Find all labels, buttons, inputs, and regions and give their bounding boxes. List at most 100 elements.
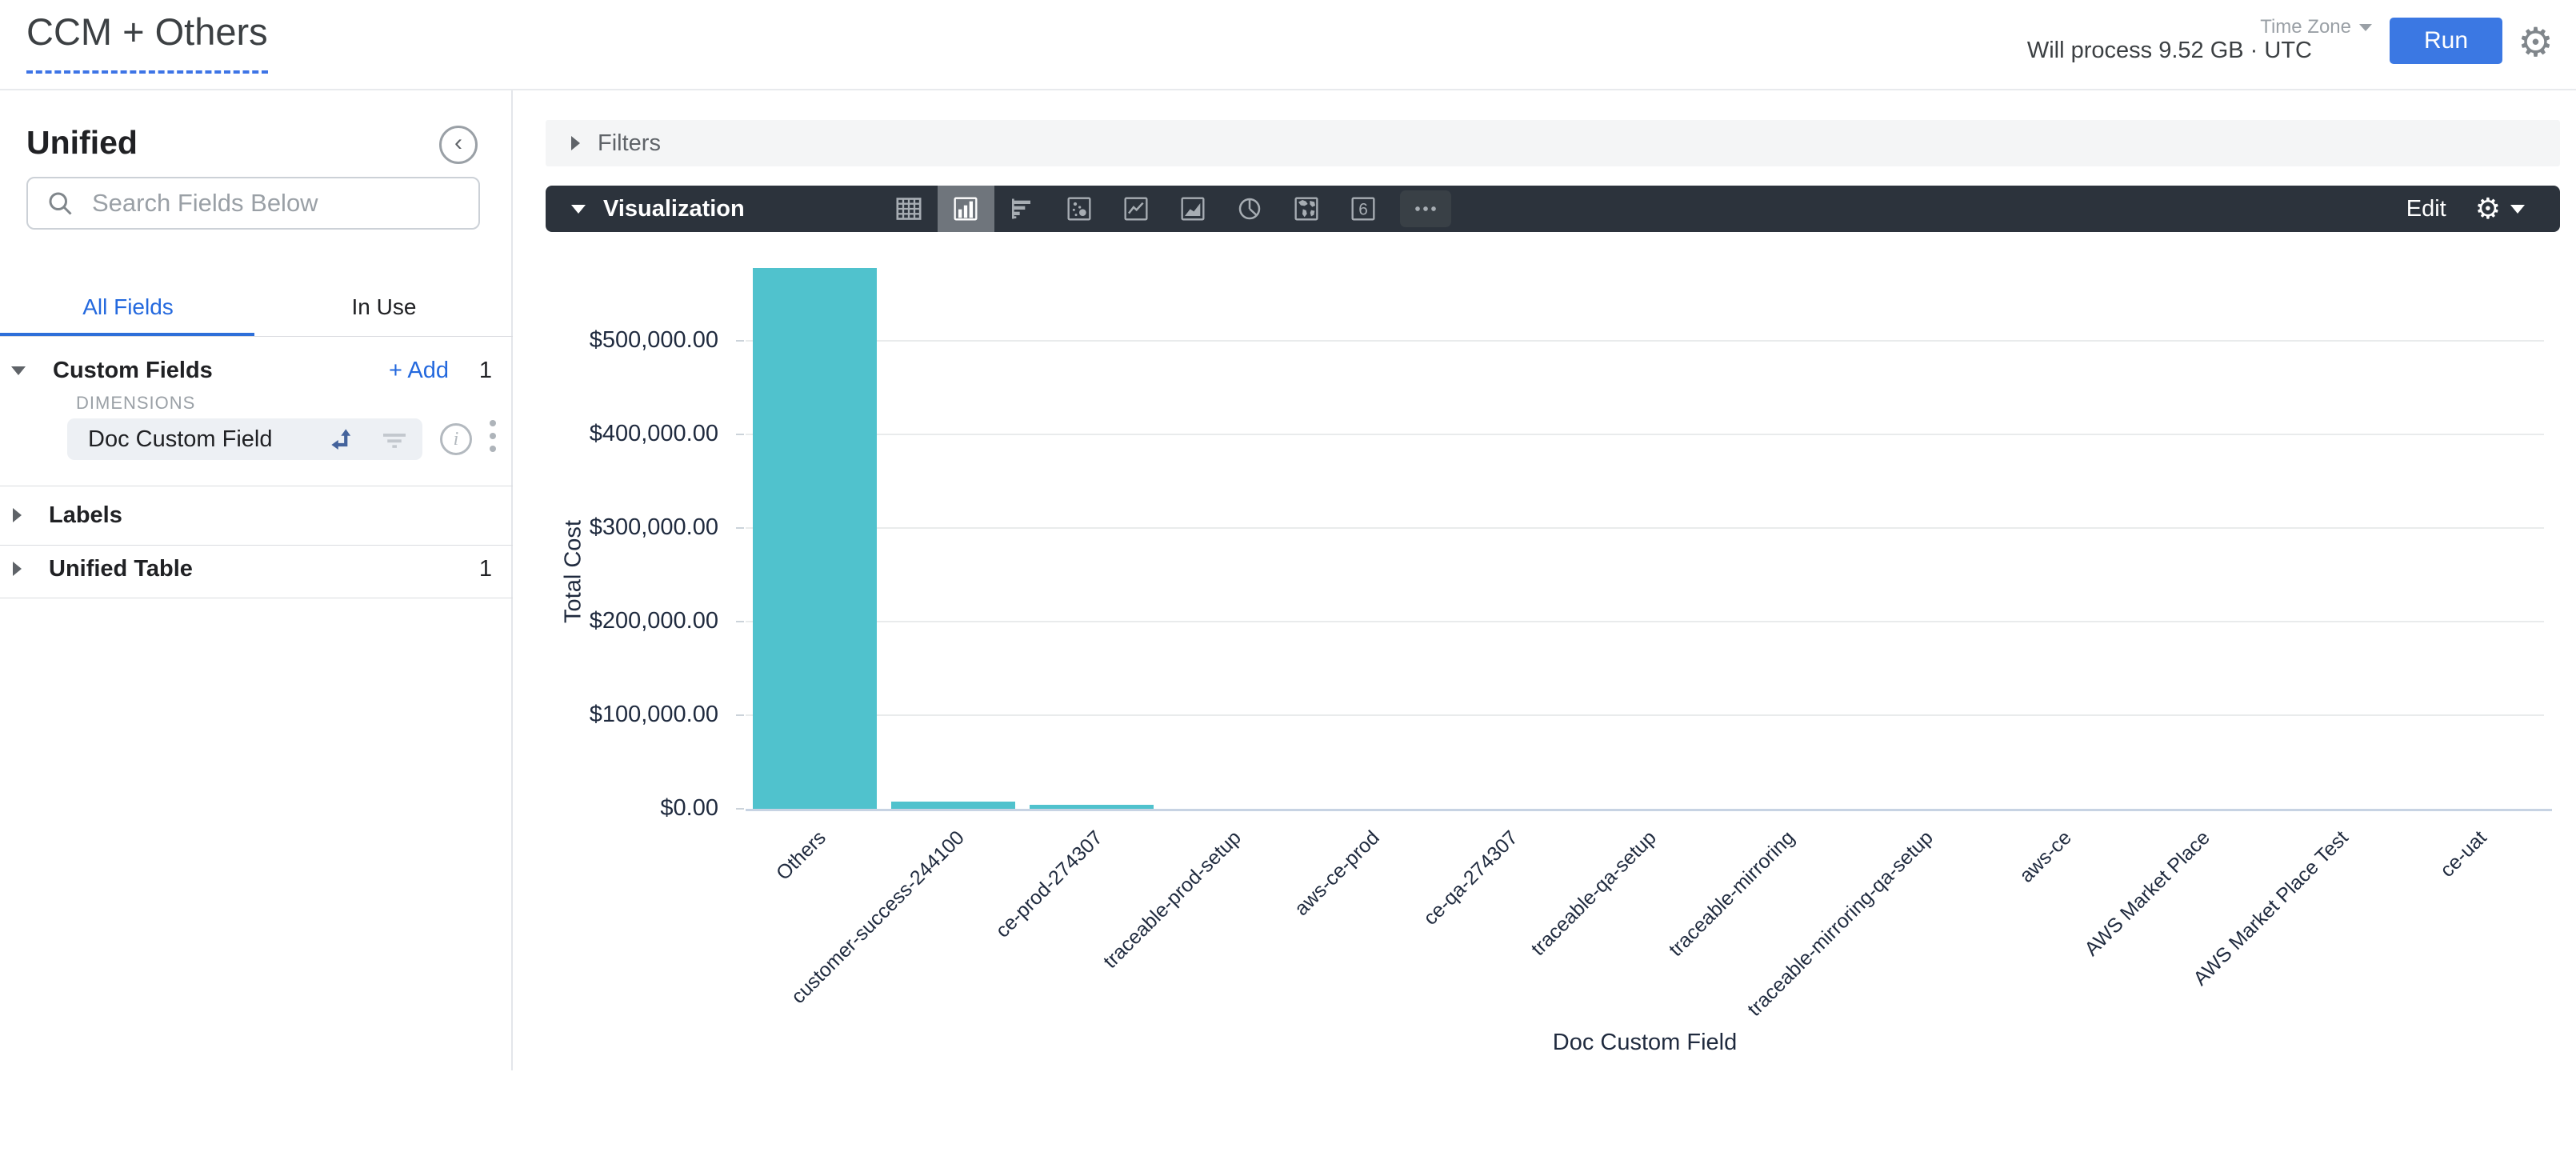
kebab-menu-icon[interactable] — [490, 420, 496, 452]
section-label: Custom Fields — [53, 357, 213, 383]
visualization-label: Visualization — [603, 195, 745, 222]
add-custom-field-button[interactable]: + Add — [389, 357, 449, 383]
caret-down-icon — [11, 366, 26, 375]
timezone-label: Time Zone — [2260, 16, 2351, 38]
x-axis-label: aws-ce-prod — [1290, 826, 1384, 921]
caret-right-icon — [13, 562, 22, 576]
dimensions-group-label: DIMENSIONS — [76, 393, 196, 413]
bar-chart: Total Cost $0.00 $100,000.00 $200,000.00 $3… — [546, 232, 2560, 1070]
y-axis-title: Total Cost — [560, 520, 586, 623]
x-axis-label: Others — [771, 826, 830, 885]
field-row-doc-custom-field[interactable]: Doc Custom Field — [67, 418, 422, 460]
caret-right-icon — [13, 508, 22, 522]
visualization-toolbar: Visualization 6 Edit ⚙ — [546, 186, 2560, 232]
divider — [0, 545, 513, 546]
tab-in-use[interactable]: In Use — [351, 294, 417, 319]
y-axis-tick — [736, 714, 744, 716]
svg-text:6: 6 — [1358, 200, 1368, 218]
viz-type-scatter-icon[interactable] — [1051, 186, 1108, 232]
y-axis-tick — [736, 434, 744, 435]
viz-type-more-icon[interactable] — [1399, 190, 1451, 227]
collapse-panel-icon[interactable]: ‹ — [439, 126, 478, 164]
viz-type-bar-icon[interactable] — [994, 186, 1051, 232]
gridline — [746, 434, 2544, 435]
viz-type-map-icon[interactable] — [1278, 186, 1335, 232]
x-axis-label: traceable-qa-setup — [1526, 826, 1661, 961]
gridline — [746, 621, 2544, 622]
gridline — [746, 714, 2544, 716]
x-axis-label: ce-prod-274307 — [991, 826, 1107, 942]
filters-bar[interactable]: Filters — [546, 120, 2560, 166]
bar-Others[interactable] — [753, 268, 877, 809]
gear-icon: ⚙ — [2474, 192, 2501, 225]
pivot-icon[interactable] — [325, 422, 358, 456]
viz-type-pie-icon[interactable] — [1222, 186, 1278, 232]
y-axis-tick-label: $400,000.00 — [589, 421, 718, 446]
title-edit-underline — [26, 70, 268, 74]
bar-ce-prod-274307[interactable] — [1030, 805, 1154, 809]
field-picker-sidebar: Unified ‹ All Fields In Use Custom Field… — [0, 90, 513, 1070]
timezone-selector[interactable]: Time Zone — [2260, 16, 2372, 38]
x-axis-label: traceable-prod-setup — [1098, 826, 1246, 973]
filters-label: Filters — [598, 130, 661, 156]
x-axis-label: traceable-mirroring — [1664, 826, 1799, 962]
section-custom-fields[interactable]: Custom Fields + Add 1 — [0, 348, 513, 393]
edit-button[interactable]: Edit — [2406, 195, 2446, 222]
section-label: Labels — [49, 502, 122, 528]
section-unified-table[interactable]: Unified Table 1 — [0, 546, 513, 591]
viz-type-line-icon[interactable] — [1108, 186, 1165, 232]
caret-right-icon — [571, 136, 580, 150]
viz-settings-control[interactable]: ⚙ — [2475, 192, 2525, 226]
y-axis-tick-label: $500,000.00 — [589, 327, 718, 353]
filter-icon[interactable] — [378, 422, 411, 456]
x-axis-label: ce-qa-274307 — [1418, 826, 1522, 930]
section-labels[interactable]: Labels — [0, 493, 513, 538]
run-button[interactable]: Run — [2390, 18, 2502, 64]
y-axis-tick-label: $100,000.00 — [589, 702, 718, 727]
chevron-down-icon — [2359, 23, 2372, 31]
chart-type-icons: 6 — [881, 186, 1451, 232]
tabs-border — [0, 336, 513, 337]
y-axis-tick — [736, 340, 744, 342]
x-axis-label: customer-success-244100 — [786, 826, 969, 1009]
y-axis-tick-label: $200,000.00 — [589, 608, 718, 634]
main-content: Filters Visualization 6 Edit ⚙ — [514, 90, 2576, 1070]
x-axis-label: aws-ce — [2015, 826, 2076, 887]
x-axis-title: Doc Custom Field — [1552, 1030, 1738, 1055]
caret-down-icon[interactable] — [571, 204, 586, 214]
chevron-down-icon — [2510, 204, 2525, 214]
explore-title: Unified — [26, 124, 138, 161]
viz-type-table-icon[interactable] — [881, 186, 938, 232]
gridline — [746, 340, 2544, 342]
top-header: CCM + Others Time Zone Will process 9.52… — [0, 0, 2576, 90]
y-axis-tick — [736, 808, 744, 810]
x-axis-label: AWS Market Place — [2080, 826, 2214, 961]
section-label: Unified Table — [49, 555, 193, 582]
search-icon — [49, 192, 72, 215]
tab-all-fields[interactable]: All Fields — [82, 294, 174, 319]
x-axis-label: traceable-mirroring-qa-setup — [1742, 826, 1938, 1021]
gear-icon[interactable]: ⚙ — [2518, 20, 2554, 65]
info-icon[interactable]: i — [440, 423, 472, 455]
gridline — [746, 527, 2544, 529]
x-axis-label: ce-uat — [2435, 826, 2491, 882]
active-tab-underline — [0, 333, 254, 337]
field-label: Doc Custom Field — [88, 426, 273, 452]
section-count: 1 — [478, 555, 492, 582]
page-title[interactable]: CCM + Others — [26, 10, 268, 53]
viz-type-column-icon[interactable] — [937, 186, 994, 232]
sidebar-tabs: All Fields In Use — [0, 280, 513, 338]
y-axis-tick — [736, 621, 744, 622]
y-axis-tick — [736, 527, 744, 529]
viz-type-single-value-icon[interactable]: 6 — [1335, 186, 1392, 232]
bar-customer-success-244100[interactable] — [891, 802, 1015, 809]
y-axis-tick-label: $0.00 — [660, 795, 718, 821]
process-size-text: Will process 9.52 GB · UTC — [2026, 38, 2312, 63]
y-axis-tick-label: $300,000.00 — [589, 514, 718, 540]
search-field[interactable] — [26, 177, 480, 230]
x-axis-line — [746, 809, 2552, 811]
section-count: 1 — [478, 357, 492, 383]
viz-type-area-icon[interactable] — [1165, 186, 1222, 232]
search-input[interactable] — [92, 189, 444, 218]
x-axis-label: AWS Market Place Test — [2189, 826, 2353, 990]
